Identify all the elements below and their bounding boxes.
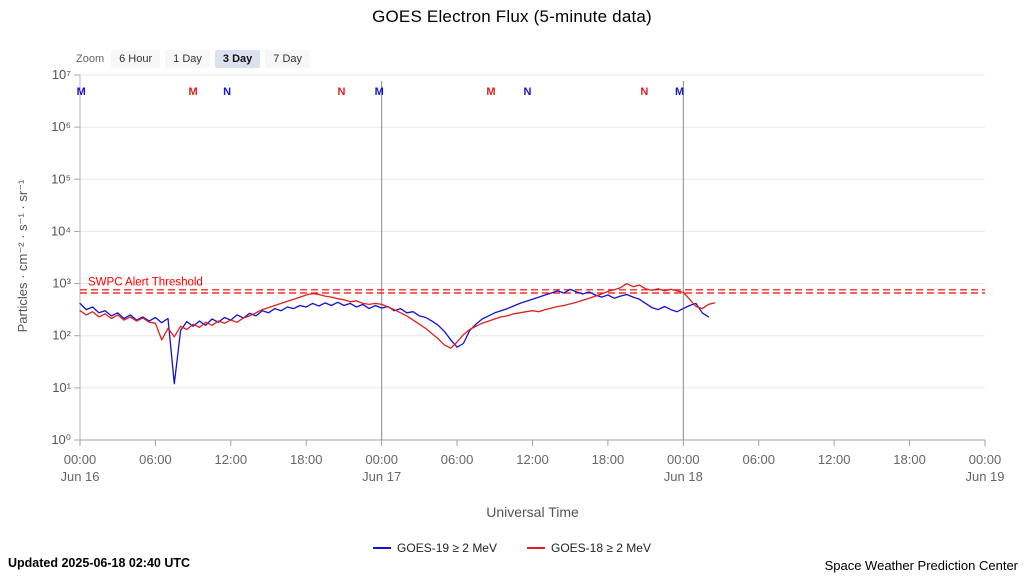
alert-threshold-label: SWPC Alert Threshold bbox=[88, 276, 203, 288]
x-tick-label: 00:00 bbox=[365, 452, 398, 467]
plot-area[interactable] bbox=[80, 75, 985, 440]
x-date-label: Jun 19 bbox=[965, 469, 1004, 484]
zoom-button-7-day[interactable]: 7 Day bbox=[265, 50, 311, 68]
x-tick-label: 18:00 bbox=[592, 452, 625, 467]
legend-item-goes-19[interactable]: GOES-19 ≥ 2 MeV bbox=[373, 541, 497, 555]
y-tick-label: 10⁰ bbox=[51, 432, 71, 447]
goes-18-line-swatch bbox=[527, 547, 545, 549]
flux-line-goes-19 bbox=[79, 288, 710, 385]
legend-item-goes-18[interactable]: GOES-18 ≥ 2 MeV bbox=[527, 541, 651, 555]
satellite-marker-N: N bbox=[223, 86, 231, 98]
flux-chart: 10⁷ 10⁶ 10⁵ 10⁴ 10³ 10² 10¹ 10⁰ 00:00 Jun 16 06:00… bbox=[51, 67, 1005, 484]
x-tick-label: 06:00 bbox=[139, 452, 172, 467]
satellite-marker-M: M bbox=[486, 86, 495, 98]
x-date-label: Jun 18 bbox=[664, 469, 703, 484]
x-tick-label: 00:00 bbox=[969, 452, 1002, 467]
x-axis-title: Universal Time bbox=[486, 504, 579, 520]
y-tick-label: 10³ bbox=[52, 276, 71, 291]
x-tick-label: 12:00 bbox=[215, 452, 248, 467]
page-title: GOES Electron Flux (5-minute data) bbox=[372, 7, 652, 26]
zoom-button-6-hour[interactable]: 6 Hour bbox=[111, 50, 161, 68]
updated-timestamp: Updated 2025-06-18 02:40 UTC bbox=[8, 556, 191, 570]
swpc-credit: Space Weather Prediction Center bbox=[824, 558, 1018, 573]
x-tick-label: 00:00 bbox=[667, 452, 700, 467]
legend: GOES-19 ≥ 2 MeV GOES-18 ≥ 2 MeV bbox=[0, 541, 1024, 555]
legend-label-goes-19: GOES-19 ≥ 2 MeV bbox=[397, 541, 497, 555]
legend-label-goes-18: GOES-18 ≥ 2 MeV bbox=[551, 541, 651, 555]
x-tick-label: 12:00 bbox=[818, 452, 851, 467]
x-tick-label: 00:00 bbox=[64, 452, 97, 467]
satellite-marker-N: N bbox=[523, 86, 531, 98]
y-tick-label: 10⁷ bbox=[52, 67, 71, 82]
y-tick-label: 10⁴ bbox=[51, 223, 71, 238]
satellite-marker-N: N bbox=[337, 86, 345, 98]
goes-19-line-swatch bbox=[373, 547, 392, 549]
flux-line-goes-18 bbox=[79, 282, 716, 349]
zoom-label: Zoom bbox=[76, 53, 105, 65]
x-date-label: Jun 16 bbox=[60, 469, 99, 484]
satellite-marker-M: M bbox=[77, 86, 86, 98]
x-tick-label: 12:00 bbox=[516, 452, 549, 467]
y-tick-label: 10⁵ bbox=[51, 171, 71, 186]
satellite-marker-N: N bbox=[640, 86, 648, 98]
satellite-marker-M: M bbox=[189, 86, 198, 98]
satellite-marker-M: M bbox=[375, 86, 384, 98]
x-tick-label: 06:00 bbox=[742, 452, 775, 467]
y-tick-label: 10² bbox=[52, 328, 71, 343]
y-tick-label: 10¹ bbox=[52, 380, 71, 395]
y-axis-title: Particles · cm⁻² · s⁻¹ · sr⁻¹ bbox=[15, 179, 30, 333]
satellite-marker-M: M bbox=[675, 86, 684, 98]
x-tick-label: 06:00 bbox=[441, 452, 474, 467]
zoom-button-3-day[interactable]: 3 Day bbox=[214, 50, 261, 68]
y-tick-label: 10⁶ bbox=[51, 119, 71, 134]
zoom-button-1-day[interactable]: 1 Day bbox=[165, 50, 210, 68]
x-date-label: Jun 17 bbox=[362, 469, 401, 484]
x-tick-label: 18:00 bbox=[893, 452, 926, 467]
x-tick-label: 18:00 bbox=[290, 452, 323, 467]
zoom-range-selector: Zoom 6 Hour 1 Day 3 Day 7 Day bbox=[76, 50, 311, 68]
